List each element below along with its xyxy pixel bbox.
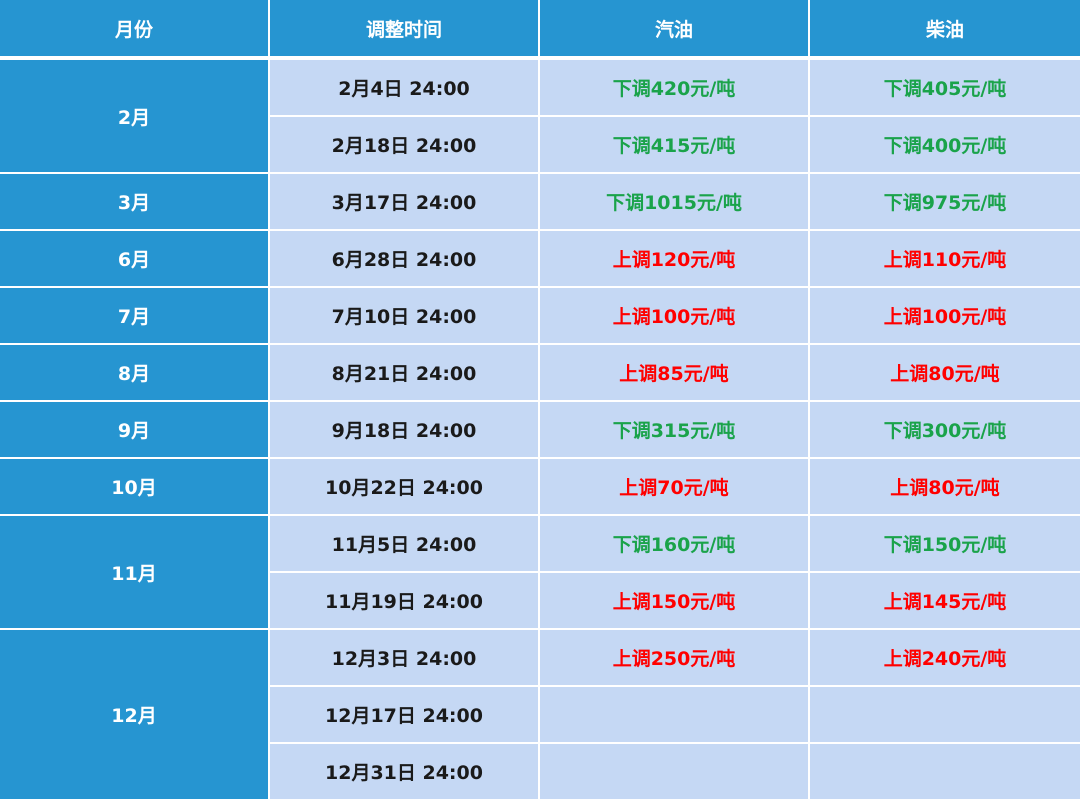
time-cell: 2月4日 24:00 <box>269 58 540 117</box>
diesel-cell: 下调405元/吨 <box>809 58 1080 117</box>
time-cell: 12月17日 24:00 <box>269 686 540 744</box>
time-cell: 10月22日 24:00 <box>269 458 540 516</box>
diesel-cell: 下调975元/吨 <box>809 173 1080 231</box>
month-cell: 3月 <box>0 173 270 231</box>
time-cell: 8月21日 24:00 <box>269 344 540 402</box>
gasoline-cell: 下调415元/吨 <box>539 116 810 174</box>
time-cell: 6月28日 24:00 <box>269 230 540 288</box>
month-cell: 11月 <box>0 515 270 630</box>
time-cell: 2月18日 24:00 <box>269 116 540 174</box>
diesel-cell: 上调240元/吨 <box>809 629 1080 687</box>
table-row: 2月18日 24:00 下调415元/吨 下调400元/吨 <box>0 116 1080 174</box>
diesel-cell: 下调400元/吨 <box>809 116 1080 174</box>
gasoline-cell: 上调150元/吨 <box>539 572 810 630</box>
diesel-cell: 上调100元/吨 <box>809 287 1080 345</box>
diesel-cell: 上调80元/吨 <box>809 344 1080 402</box>
gasoline-cell: 下调420元/吨 <box>539 58 810 117</box>
time-cell: 9月18日 24:00 <box>269 401 540 459</box>
month-cell: 8月 <box>0 344 270 402</box>
diesel-cell: 上调110元/吨 <box>809 230 1080 288</box>
time-cell: 11月19日 24:00 <box>269 572 540 630</box>
diesel-cell <box>809 686 1080 744</box>
diesel-cell: 下调300元/吨 <box>809 401 1080 459</box>
table-row: 12月 12月3日 24:00 上调250元/吨 上调240元/吨 <box>0 629 1080 801</box>
time-cell: 3月17日 24:00 <box>269 173 540 231</box>
table-row: 9月 9月18日 24:00 下调315元/吨 下调300元/吨 <box>0 401 1080 459</box>
time-cell: 12月31日 24:00 <box>269 743 540 801</box>
table-row: 11月19日 24:00 上调150元/吨 上调145元/吨 <box>0 572 1080 630</box>
diesel-cell: 下调150元/吨 <box>809 515 1080 573</box>
gasoline-cell: 上调70元/吨 <box>539 458 810 516</box>
month-cell: 6月 <box>0 230 270 288</box>
gasoline-cell <box>539 743 810 801</box>
gasoline-cell: 下调1015元/吨 <box>539 173 810 231</box>
header-time: 调整时间 <box>269 0 540 60</box>
month-cell: 9月 <box>0 401 270 459</box>
gasoline-cell: 上调120元/吨 <box>539 230 810 288</box>
gasoline-cell <box>539 686 810 744</box>
gasoline-cell: 下调160元/吨 <box>539 515 810 573</box>
gasoline-cell: 上调100元/吨 <box>539 287 810 345</box>
table-row: 12月31日 24:00 <box>0 743 1080 801</box>
time-cell: 12月3日 24:00 <box>269 629 540 687</box>
header-diesel: 柴油 <box>809 0 1080 60</box>
table-row: 2月 2月4日 24:00 下调420元/吨 下调405元/吨 <box>0 58 1080 174</box>
gasoline-cell: 下调315元/吨 <box>539 401 810 459</box>
table-row: 7月 7月10日 24:00 上调100元/吨 上调100元/吨 <box>0 287 1080 345</box>
header-month: 月份 <box>0 0 270 60</box>
gasoline-cell: 上调250元/吨 <box>539 629 810 687</box>
table-row: 11月 11月5日 24:00 下调160元/吨 下调150元/吨 <box>0 515 1080 630</box>
diesel-cell: 上调80元/吨 <box>809 458 1080 516</box>
table-row: 8月 8月21日 24:00 上调85元/吨 上调80元/吨 <box>0 344 1080 402</box>
table-row: 6月 6月28日 24:00 上调120元/吨 上调110元/吨 <box>0 230 1080 288</box>
month-cell: 2月 <box>0 58 270 174</box>
month-cell: 12月 <box>0 629 270 801</box>
table-row: 12月17日 24:00 <box>0 686 1080 744</box>
diesel-cell <box>809 743 1080 801</box>
table-row: 3月 3月17日 24:00 下调1015元/吨 下调975元/吨 <box>0 173 1080 231</box>
table-header-row: 月份 调整时间 汽油 柴油 <box>0 0 1080 60</box>
table-row: 10月 10月22日 24:00 上调70元/吨 上调80元/吨 <box>0 458 1080 516</box>
time-cell: 11月5日 24:00 <box>269 515 540 573</box>
gasoline-cell: 上调85元/吨 <box>539 344 810 402</box>
month-cell: 10月 <box>0 458 270 516</box>
month-cell: 7月 <box>0 287 270 345</box>
time-cell: 7月10日 24:00 <box>269 287 540 345</box>
header-gasoline: 汽油 <box>539 0 810 60</box>
diesel-cell: 上调145元/吨 <box>809 572 1080 630</box>
